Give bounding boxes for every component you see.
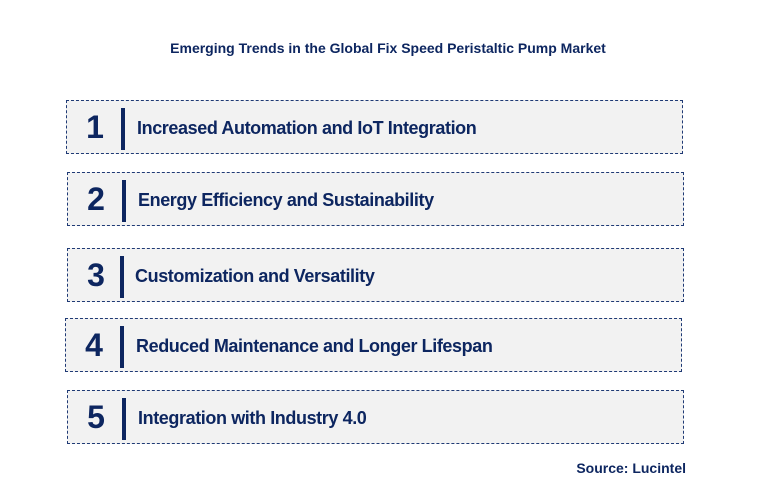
trend-number: 2 bbox=[87, 181, 105, 217]
source-note: Source: Lucintel bbox=[576, 460, 686, 476]
divider bbox=[121, 108, 125, 150]
diagram-title: Emerging Trends in the Global Fix Speed … bbox=[170, 40, 606, 56]
divider bbox=[120, 326, 124, 368]
trend-number: 4 bbox=[85, 327, 103, 363]
trend-item-4: 4 Reduced Maintenance and Longer Lifespa… bbox=[65, 318, 682, 372]
trend-label: Reduced Maintenance and Longer Lifespan bbox=[136, 336, 493, 356]
trend-label: Customization and Versatility bbox=[135, 266, 375, 286]
trend-item-2: 2 Energy Efficiency and Sustainability bbox=[67, 172, 684, 226]
divider bbox=[122, 180, 126, 222]
trend-item-3: 3 Customization and Versatility bbox=[67, 248, 684, 302]
divider bbox=[120, 256, 124, 298]
trend-item-5: 5 Integration with Industry 4.0 bbox=[67, 390, 684, 444]
trend-number: 5 bbox=[87, 399, 105, 435]
trend-label: Energy Efficiency and Sustainability bbox=[138, 190, 434, 210]
trend-number: 1 bbox=[86, 109, 104, 145]
trend-number: 3 bbox=[87, 257, 105, 293]
divider bbox=[122, 398, 126, 440]
trend-label: Increased Automation and IoT Integration bbox=[137, 118, 477, 138]
trend-item-1: 1 Increased Automation and IoT Integrati… bbox=[66, 100, 683, 154]
trend-label: Integration with Industry 4.0 bbox=[138, 408, 367, 428]
